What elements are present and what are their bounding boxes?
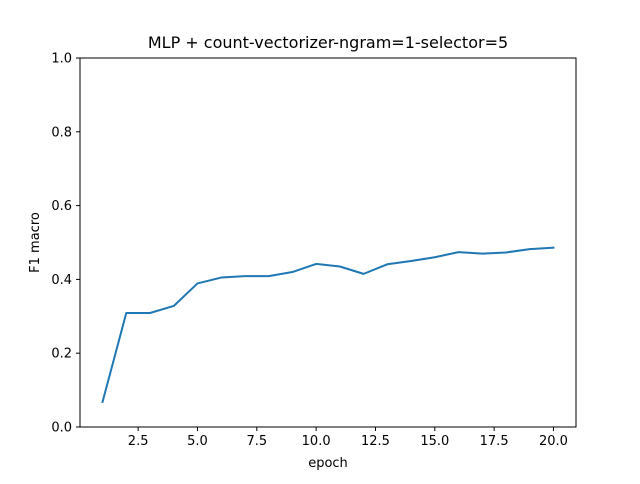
x-tick-label: 20.0 [539, 434, 568, 449]
data-point [291, 271, 293, 273]
x-tick-label: 5.0 [187, 434, 208, 449]
x-axis-label: epoch [308, 456, 348, 471]
y-axis-ticks: 0.0 0.2 0.4 0.6 0.8 1.0 [51, 52, 80, 436]
x-tick-label: 7.5 [246, 434, 267, 449]
data-point [220, 277, 222, 279]
plot-frame [79, 57, 577, 428]
y-tick-label: 0.8 [51, 125, 72, 140]
x-tick-label: 12.5 [361, 434, 390, 449]
data-point [363, 273, 365, 275]
y-axis-label: F1 macro [28, 212, 43, 273]
data-point [268, 275, 270, 277]
data-point [410, 260, 412, 262]
y-tick-label: 0.2 [51, 347, 72, 362]
x-axis-ticks: 2.5 5.0 7.5 10.0 12.5 15.0 17.5 20.0 [128, 427, 568, 449]
data-point [339, 265, 341, 267]
series-group [101, 246, 555, 404]
data-point [434, 256, 436, 258]
x-tick-label: 15.0 [420, 434, 449, 449]
data-point [529, 248, 531, 250]
data-point [552, 247, 554, 249]
x-tick-label: 10.0 [302, 434, 331, 449]
data-point [244, 275, 246, 277]
data-point [149, 312, 151, 314]
series-line [101, 246, 555, 404]
data-point [481, 253, 483, 255]
data-point [125, 312, 127, 314]
x-tick-label: 2.5 [128, 434, 149, 449]
y-tick-label: 0.0 [51, 421, 72, 436]
data-point [196, 282, 198, 284]
y-tick-label: 1.0 [51, 52, 72, 67]
data-point [505, 251, 507, 253]
x-tick-label: 17.5 [480, 434, 509, 449]
data-point [386, 263, 388, 265]
data-point [315, 263, 317, 265]
y-tick-label: 0.4 [51, 273, 72, 288]
data-point [173, 305, 175, 307]
data-point [102, 401, 104, 403]
data-point [458, 251, 460, 253]
y-tick-label: 0.6 [51, 199, 72, 214]
chart-title: MLP + count-vectorizer-ngram=1-selector=… [148, 33, 508, 52]
